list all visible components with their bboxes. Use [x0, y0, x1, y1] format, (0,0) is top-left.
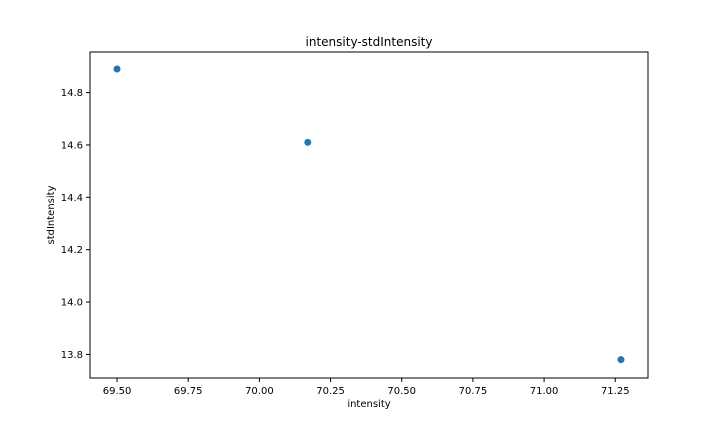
x-tick-label: 69.50 [103, 386, 132, 397]
y-tick-label: 14.8 [61, 88, 83, 99]
x-axis-label: intensity [347, 399, 390, 410]
scatter-point [617, 356, 625, 364]
x-tick-label: 70.50 [387, 386, 416, 397]
y-tick-label: 14.2 [61, 245, 83, 256]
y-tick-label: 14.0 [61, 298, 83, 309]
chart-title: intensity-stdIntensity [306, 35, 433, 49]
x-tick-label: 70.75 [459, 386, 488, 397]
x-tick-label: 71.00 [530, 386, 559, 397]
x-tick-label: 70.25 [316, 386, 345, 397]
x-tick-label: 70.00 [245, 386, 274, 397]
y-tick-label: 14.6 [61, 140, 83, 151]
plot-area [113, 65, 625, 364]
x-tick-label: 69.75 [174, 386, 203, 397]
scatter-point [304, 138, 312, 146]
y-axis: 13.8 14.0 14.2 14.4 14.6 14.8 [61, 88, 90, 361]
x-axis: 69.50 69.75 70.00 70.25 70.50 70.75 71.00 71.25 [103, 378, 630, 397]
y-tick-label: 13.8 [61, 350, 83, 361]
scatter-point [113, 65, 121, 73]
y-axis-label: stdIntensity [46, 185, 57, 244]
x-tick-label: 71.25 [601, 386, 630, 397]
axes-frame [89, 51, 649, 379]
y-tick-label: 14.4 [61, 193, 83, 204]
